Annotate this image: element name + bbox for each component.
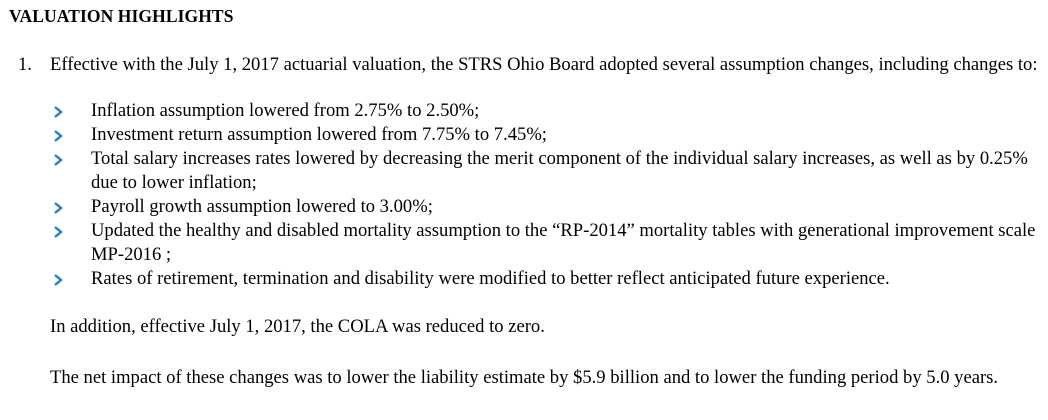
assumption-changes-list: Inflation assumption lowered from 2.75% … [50, 99, 1040, 291]
chevron-right-icon [54, 202, 63, 214]
bullet-text: Updated the healthy and disabled mortali… [91, 220, 1036, 265]
chevron-right-icon [54, 130, 63, 142]
cola-paragraph: In addition, effective July 1, 2017, the… [50, 316, 545, 337]
net-impact-paragraph: The net impact of these changes was to l… [50, 367, 999, 388]
list-item: Total salary increases rates lowered by … [50, 147, 1040, 195]
list-item: Investment return assumption lowered fro… [50, 123, 1040, 147]
list-item: Inflation assumption lowered from 2.75% … [50, 99, 1040, 123]
bullet-text: Investment return assumption lowered fro… [91, 124, 547, 145]
list-number: 1. [18, 54, 32, 75]
bullet-text: Rates of retirement, termination and dis… [91, 268, 890, 289]
list-item: Payroll growth assumption lowered to 3.0… [50, 195, 1040, 219]
bullet-text: Payroll growth assumption lowered to 3.0… [91, 196, 433, 217]
bullet-text: Total salary increases rates lowered by … [91, 148, 1028, 193]
chevron-right-icon [54, 106, 63, 118]
intro-paragraph: Effective with the July 1, 2017 actuaria… [50, 54, 1038, 75]
section-heading: VALUATION HIGHLIGHTS [9, 6, 234, 26]
list-item: Rates of retirement, termination and dis… [50, 267, 1040, 291]
bullet-text: Inflation assumption lowered from 2.75% … [91, 100, 480, 121]
list-item: Updated the healthy and disabled mortali… [50, 219, 1040, 267]
chevron-right-icon [54, 154, 63, 166]
chevron-right-icon [54, 274, 63, 286]
chevron-right-icon [54, 226, 63, 238]
